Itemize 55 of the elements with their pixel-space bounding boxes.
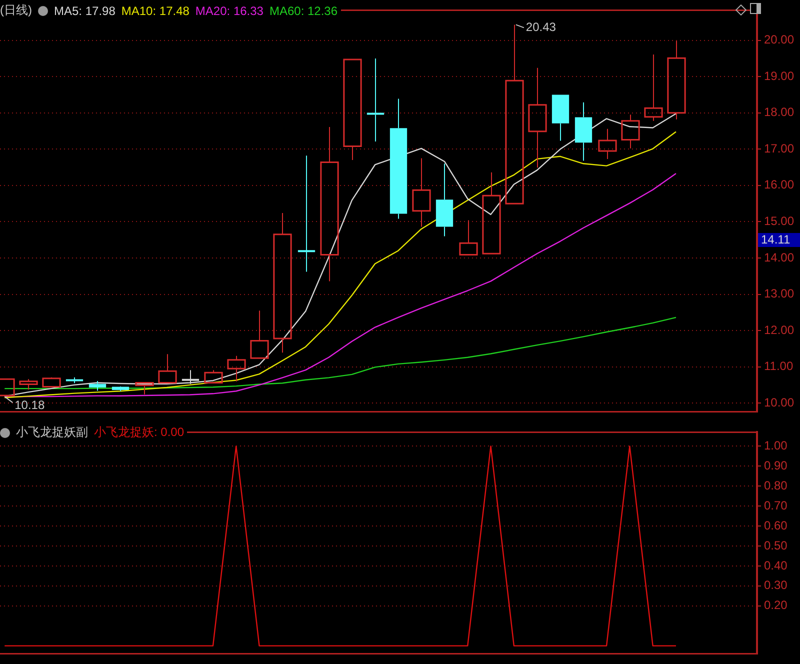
y-tick-label: 13.00 — [764, 286, 794, 301]
y-tick-label: 0.50 — [764, 538, 788, 552]
y-tick-label: 0.20 — [764, 598, 788, 612]
candlestick — [296, 155, 316, 272]
y-tick-label: 0.30 — [764, 578, 788, 592]
candlestick — [273, 212, 292, 354]
y-tick-label: 0.60 — [764, 518, 788, 532]
candlestick — [158, 354, 177, 384]
y-tick-label: 0.40 — [764, 558, 788, 572]
y-tick-label: 0.70 — [764, 498, 788, 512]
candlestick — [528, 67, 547, 168]
candlestick — [412, 158, 431, 228]
y-tick-label: 18.00 — [764, 105, 794, 120]
candlestick — [320, 126, 339, 282]
y-tick-label: 12.00 — [764, 322, 794, 337]
y-tick-label: 1.00 — [764, 438, 788, 452]
candlestick — [390, 98, 408, 220]
text: 14.11 — [761, 232, 790, 246]
text: 小飞龙捉妖: 0.00 — [94, 424, 184, 441]
y-tick-label: 11.00 — [764, 359, 794, 374]
y-tick-label: 14.00 — [764, 250, 794, 264]
candlestick — [180, 370, 200, 384]
candlestick — [482, 172, 501, 254]
candlestick — [621, 114, 640, 149]
y-tick-label: 10.00 — [764, 395, 794, 410]
y-tick-label: 16.00 — [764, 178, 794, 192]
candlestick — [88, 380, 106, 392]
candlestick — [227, 355, 246, 382]
candlestick — [598, 128, 617, 160]
candlestick — [343, 58, 362, 161]
text: MA10: 17.48 — [121, 4, 190, 18]
text: MA20: 16.33 — [195, 4, 264, 18]
chart-title: (日线) — [0, 2, 32, 19]
candlestick — [366, 58, 386, 142]
y-tick-label: 19.00 — [764, 68, 794, 83]
y-tick-label: 20.00 — [764, 32, 794, 47]
candlestick — [112, 386, 130, 392]
candlestick — [135, 382, 154, 395]
candlestick — [436, 163, 454, 237]
y-tick-label: 17.00 — [764, 141, 794, 156]
chart-title: 小飞龙捉妖副 — [16, 424, 88, 441]
y-tick-label: 15.00 — [764, 214, 794, 228]
text: MA5: 17.98 — [54, 4, 116, 18]
y-tick-label: 0.90 — [764, 458, 788, 472]
candlestick — [459, 220, 478, 256]
annotation: 10.18 — [14, 398, 45, 412]
y-tick-label: 0.80 — [764, 478, 788, 492]
candlestick — [552, 94, 570, 142]
candlestick — [250, 310, 269, 359]
candlestick — [505, 24, 524, 204]
candlestick — [574, 102, 592, 162]
candlestick — [667, 40, 686, 120]
candlestick — [644, 54, 663, 122]
annotation: 20.43 — [526, 20, 556, 34]
text: MA60: 12.36 — [269, 4, 338, 18]
